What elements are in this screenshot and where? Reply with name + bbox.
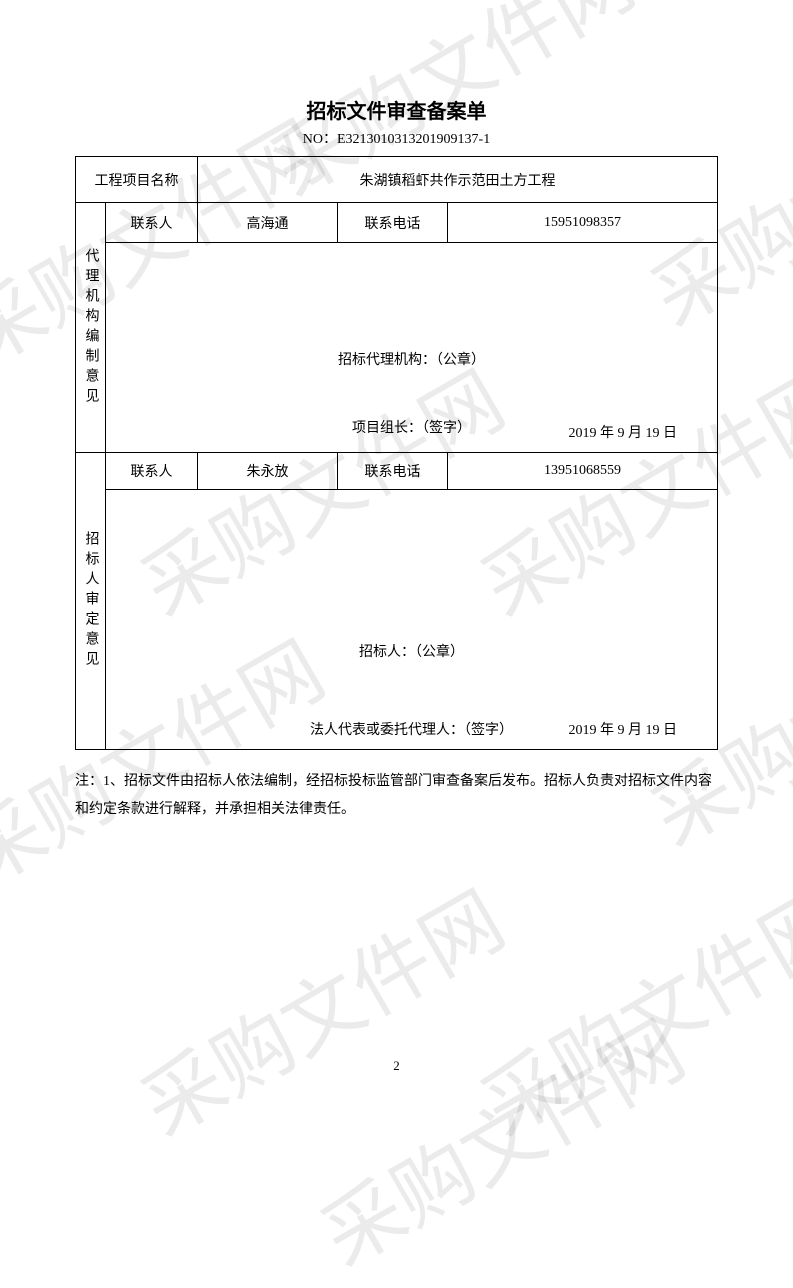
- agency-contact-value: 高海通: [198, 203, 338, 243]
- review-form-table: 工程项目名称 朱湖镇稻虾共作示范田土方工程 代理机构编制意见 联系人 高海通 联…: [75, 156, 718, 750]
- agency-stamp-line: 招标代理机构：（公章）: [112, 349, 711, 369]
- footnote: 注：1、招标文件由招标人依法编制，经招标投标监管部门审查备案后发布。招标人负责对…: [75, 768, 718, 824]
- tenderer-contact-row: 招标人审定意见 联系人 朱永放 联系电话 13951068559: [76, 453, 718, 490]
- phone-label: 联系电话: [338, 453, 448, 490]
- agency-opinion-row: 招标代理机构：（公章） 项目组长：（签字） 2019 年 9 月 19 日: [76, 243, 718, 453]
- contact-label: 联系人: [106, 453, 198, 490]
- tenderer-contact-value: 朱永放: [198, 453, 338, 490]
- page-title: 招标文件审查备案单: [75, 95, 718, 124]
- project-name-label: 工程项目名称: [76, 157, 198, 203]
- tenderer-opinion-row: 招标人：（公章） 法人代表或委托代理人：（签字） 2019 年 9 月 19 日: [76, 490, 718, 750]
- tenderer-opinion-cell: 招标人：（公章） 法人代表或委托代理人：（签字） 2019 年 9 月 19 日: [106, 490, 718, 750]
- contact-label: 联系人: [106, 203, 198, 243]
- agency-phone-value: 15951098357: [448, 203, 718, 243]
- tenderer-stamp-line: 招标人：（公章）: [112, 641, 711, 661]
- phone-label: 联系电话: [338, 203, 448, 243]
- agency-contact-row: 代理机构编制意见 联系人 高海通 联系电话 15951098357: [76, 203, 718, 243]
- tenderer-section-label: 招标人审定意见: [76, 453, 106, 750]
- page-number: 2: [0, 1058, 793, 1074]
- page-container: 招标文件审查备案单 NO：E3213010313201909137-1 工程项目…: [0, 0, 793, 1122]
- document-number: NO：E3213010313201909137-1: [75, 128, 718, 148]
- project-name-value: 朱湖镇稻虾共作示范田土方工程: [198, 157, 718, 203]
- agency-date: 2019 年 9 月 19 日: [569, 422, 678, 442]
- tenderer-date: 2019 年 9 月 19 日: [569, 719, 678, 739]
- agency-opinion-cell: 招标代理机构：（公章） 项目组长：（签字） 2019 年 9 月 19 日: [106, 243, 718, 453]
- tenderer-phone-value: 13951068559: [448, 453, 718, 490]
- agency-section-label: 代理机构编制意见: [76, 203, 106, 453]
- project-row: 工程项目名称 朱湖镇稻虾共作示范田土方工程: [76, 157, 718, 203]
